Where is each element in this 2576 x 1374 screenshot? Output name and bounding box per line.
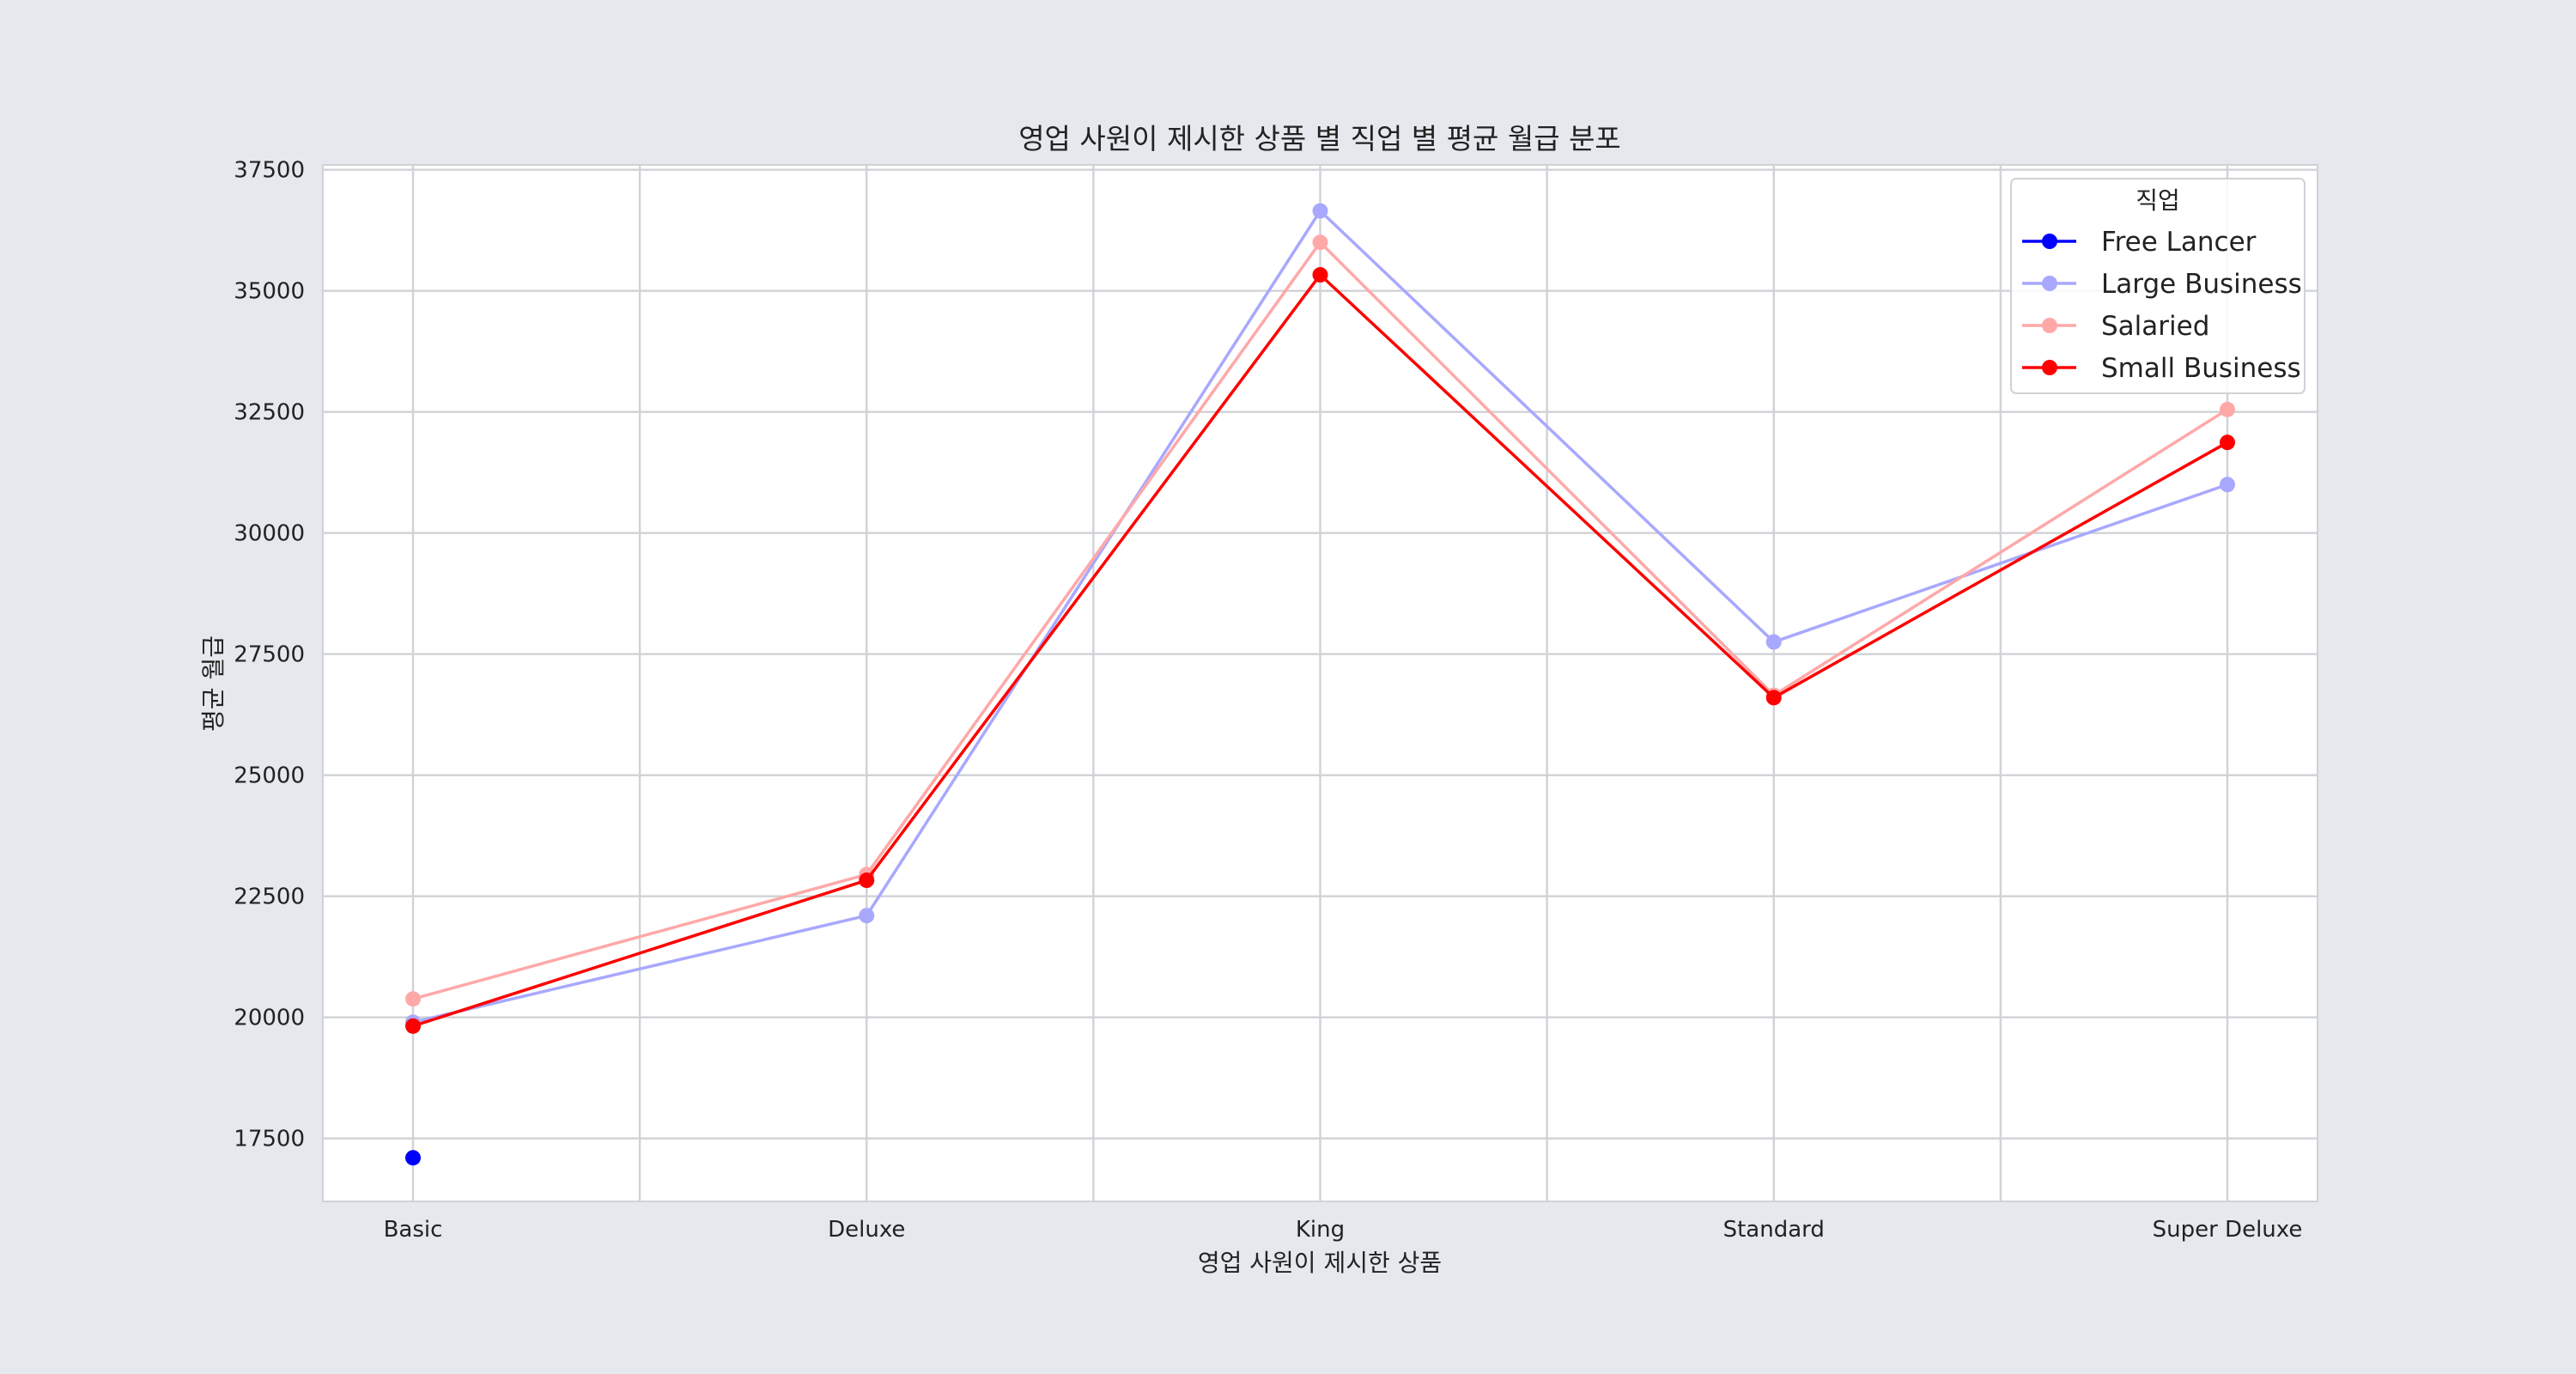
data-point <box>859 908 875 924</box>
data-point <box>405 1018 421 1034</box>
legend-box <box>2010 178 2306 394</box>
x-tick-label: Basic <box>384 1217 443 1243</box>
x-tick-label: Deluxe <box>828 1217 905 1243</box>
legend-marker-swatch <box>2042 276 2057 291</box>
y-tick-label: 35000 <box>234 279 305 305</box>
y-tick-label: 27500 <box>234 642 305 668</box>
y-tick-label: 20000 <box>234 1006 305 1031</box>
data-point <box>859 872 875 889</box>
data-point <box>1765 690 1782 706</box>
series-free-lancer <box>405 1150 421 1166</box>
legend-marker-swatch <box>2042 360 2057 375</box>
data-point <box>2220 401 2235 417</box>
legend-label: Small Business <box>2101 353 2301 384</box>
data-point <box>405 991 421 1007</box>
y-tick-label: 30000 <box>234 521 305 547</box>
legend-marker-swatch <box>2042 318 2057 333</box>
legend: 직업 Free Lancer Large Business Salaried Smal… <box>2010 178 2306 394</box>
data-point <box>405 1150 421 1166</box>
chart-title: 영업 사원이 제시한 상품 별 직업 별 평균 월급 분포 <box>1018 122 1621 155</box>
legend-marker-swatch <box>2042 234 2057 249</box>
x-tick-label: Standard <box>1723 1217 1825 1243</box>
data-point <box>1312 267 1328 283</box>
data-point <box>1312 203 1328 219</box>
legend-label: Free Lancer <box>2101 227 2257 258</box>
data-point <box>2220 477 2235 493</box>
y-tick-label: 25000 <box>234 763 305 789</box>
data-point <box>1312 234 1328 251</box>
y-tick-label: 32500 <box>234 400 305 426</box>
data-point <box>2220 435 2235 451</box>
series-small-business <box>405 267 2235 1034</box>
y-tick-label: 17500 <box>234 1127 305 1152</box>
tick-labels: 17500 20000 22500 25000 27500 30000 32500 35000… <box>234 158 2302 1243</box>
legend-title: 직업 <box>2136 186 2180 215</box>
legend-label: Large Business <box>2101 269 2302 300</box>
data-point <box>1765 634 1782 650</box>
x-tick-label: Super Deluxe <box>2153 1217 2303 1243</box>
y-axis-title: 평균 월급 <box>199 635 228 732</box>
legend-label: Salaried <box>2101 311 2209 342</box>
x-axis-title: 영업 사원이 제시한 상품 <box>1198 1249 1442 1277</box>
x-tick-label: King <box>1296 1217 1345 1243</box>
legend-items: Free Lancer Large Business Salaried Small B… <box>2022 227 2302 384</box>
y-tick-label: 22500 <box>234 885 305 910</box>
y-tick-label: 37500 <box>234 158 305 184</box>
series-lines <box>405 203 2235 1166</box>
